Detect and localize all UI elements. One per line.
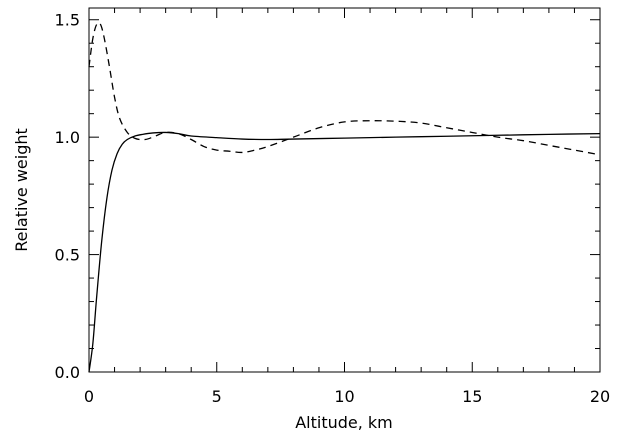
- plot-frame: [88, 7, 601, 373]
- series-group: [88, 22, 601, 373]
- x-tick-label: 10: [334, 387, 354, 406]
- x-tick-label: 15: [462, 387, 482, 406]
- y-tick-labels: 0.0 0.5 1.0 1.5: [55, 11, 80, 382]
- y-tick-label: 1.5: [55, 11, 80, 30]
- x-axis-label: Altitude, km: [295, 413, 393, 432]
- x-tick-label: 20: [590, 387, 610, 406]
- y-axis-label: Relative weight: [12, 128, 31, 252]
- x-tick-labels: 0 5 10 15 20: [84, 387, 610, 406]
- x-tick-label: 5: [212, 387, 222, 406]
- series-line-solid: [88, 131, 601, 373]
- y-tick-label: 0.5: [55, 246, 80, 265]
- y-tick-label: 0.0: [55, 363, 80, 382]
- y-tick-label: 1.0: [55, 128, 80, 147]
- series-line-dashed: [88, 22, 601, 156]
- x-tick-label: 0: [84, 387, 94, 406]
- axis-ticks: [88, 8, 601, 373]
